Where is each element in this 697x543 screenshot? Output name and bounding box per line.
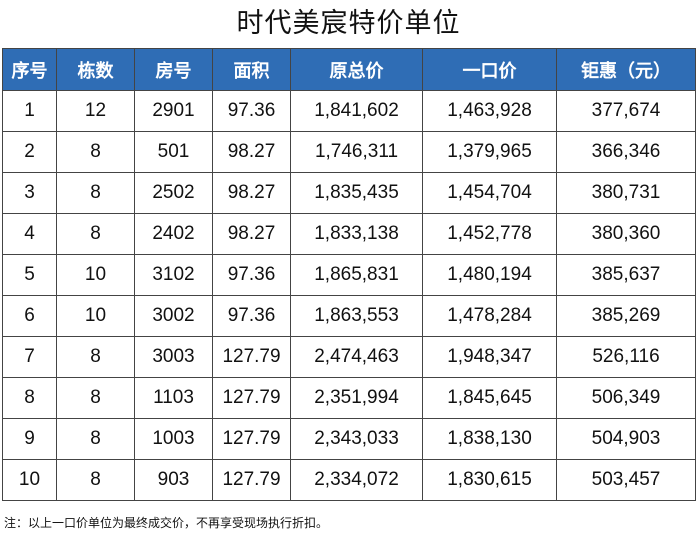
header-area: 面积 <box>212 48 291 91</box>
cell-building: 8 <box>56 336 135 378</box>
table-body: 1 12 2901 97.36 1,841,602 1,463,928 377,674 2 8 5… <box>2 90 696 501</box>
table-row: 5 10 3102 97.36 1,865,831 1,480,194 385,637 <box>2 254 696 296</box>
cell-area: 127.79 <box>212 459 291 501</box>
table-row: 6 10 3002 97.36 1,863,553 1,478,284 385,269 <box>2 295 696 337</box>
cell-discount: 504,903 <box>556 418 696 460</box>
cell-area: 98.27 <box>212 172 291 214</box>
cell-building: 8 <box>56 418 135 460</box>
cell-area: 98.27 <box>212 131 291 173</box>
cell-area: 97.36 <box>212 295 291 337</box>
header-room: 房号 <box>134 48 213 91</box>
cell-discount: 503,457 <box>556 459 696 501</box>
cell-index: 10 <box>2 459 57 501</box>
cell-fixed-price: 1,454,704 <box>422 172 557 214</box>
cell-index: 4 <box>2 213 57 255</box>
cell-building: 12 <box>56 90 135 132</box>
cell-discount: 377,674 <box>556 90 696 132</box>
cell-original-price: 1,746,311 <box>290 131 423 173</box>
cell-original-price: 1,841,602 <box>290 90 423 132</box>
table-row: 2 8 501 98.27 1,746,311 1,379,965 366,346 <box>2 131 696 173</box>
cell-building: 10 <box>56 254 135 296</box>
table-row: 3 8 2502 98.27 1,835,435 1,454,704 380,731 <box>2 172 696 214</box>
cell-index: 2 <box>2 131 57 173</box>
cell-room: 501 <box>134 131 213 173</box>
cell-area: 127.79 <box>212 418 291 460</box>
cell-original-price: 1,863,553 <box>290 295 423 337</box>
cell-room: 2901 <box>134 90 213 132</box>
cell-original-price: 2,474,463 <box>290 336 423 378</box>
special-units-table: 序号 栋数 房号 面积 原总价 一口价 钜惠（元） 1 12 2901 97.36 1,… <box>2 48 696 501</box>
cell-room: 3002 <box>134 295 213 337</box>
cell-fixed-price: 1,452,778 <box>422 213 557 255</box>
cell-room: 2402 <box>134 213 213 255</box>
header-index: 序号 <box>2 48 57 91</box>
cell-index: 1 <box>2 90 57 132</box>
cell-discount: 366,346 <box>556 131 696 173</box>
cell-fixed-price: 1,478,284 <box>422 295 557 337</box>
cell-discount: 385,637 <box>556 254 696 296</box>
footnote: 注：以上一口价单位为最终成交价，不再享受现场执行折扣。 <box>4 516 329 530</box>
header-discount: 钜惠（元） <box>556 48 696 91</box>
cell-area: 127.79 <box>212 336 291 378</box>
cell-area: 127.79 <box>212 377 291 419</box>
cell-index: 9 <box>2 418 57 460</box>
cell-fixed-price: 1,830,615 <box>422 459 557 501</box>
cell-building: 10 <box>56 295 135 337</box>
cell-index: 7 <box>2 336 57 378</box>
cell-fixed-price: 1,838,130 <box>422 418 557 460</box>
cell-building: 8 <box>56 459 135 501</box>
cell-fixed-price: 1,463,928 <box>422 90 557 132</box>
cell-area: 98.27 <box>212 213 291 255</box>
table-row: 9 8 1003 127.79 2,343,033 1,838,130 504,903 <box>2 418 696 460</box>
cell-fixed-price: 1,379,965 <box>422 131 557 173</box>
cell-original-price: 2,334,072 <box>290 459 423 501</box>
cell-building: 8 <box>56 213 135 255</box>
cell-original-price: 1,865,831 <box>290 254 423 296</box>
page-title: 时代美宸特价单位 <box>236 8 461 39</box>
table-row: 8 8 1103 127.79 2,351,994 1,845,645 506,349 <box>2 377 696 419</box>
cell-original-price: 2,343,033 <box>290 418 423 460</box>
header-building: 栋数 <box>56 48 135 91</box>
cell-building: 8 <box>56 172 135 214</box>
cell-discount: 526,116 <box>556 336 696 378</box>
header-original-price: 原总价 <box>290 48 423 91</box>
cell-building: 8 <box>56 131 135 173</box>
table-row: 7 8 3003 127.79 2,474,463 1,948,347 526,116 <box>2 336 696 378</box>
cell-discount: 385,269 <box>556 295 696 337</box>
table-row: 1 12 2901 97.36 1,841,602 1,463,928 377,674 <box>2 90 696 132</box>
cell-area: 97.36 <box>212 254 291 296</box>
cell-room: 3102 <box>134 254 213 296</box>
cell-fixed-price: 1,948,347 <box>422 336 557 378</box>
cell-index: 6 <box>2 295 57 337</box>
cell-original-price: 1,835,435 <box>290 172 423 214</box>
cell-index: 5 <box>2 254 57 296</box>
table-header-row: 序号 栋数 房号 面积 原总价 一口价 钜惠（元） <box>2 48 696 91</box>
cell-room: 1003 <box>134 418 213 460</box>
cell-building: 8 <box>56 377 135 419</box>
cell-original-price: 2,351,994 <box>290 377 423 419</box>
cell-discount: 380,731 <box>556 172 696 214</box>
cell-original-price: 1,833,138 <box>290 213 423 255</box>
cell-room: 1103 <box>134 377 213 419</box>
header-fixed-price: 一口价 <box>422 48 557 91</box>
cell-room: 903 <box>134 459 213 501</box>
cell-discount: 506,349 <box>556 377 696 419</box>
table-row: 10 8 903 127.79 2,334,072 1,830,615 503,457 <box>2 459 696 501</box>
cell-room: 2502 <box>134 172 213 214</box>
cell-index: 8 <box>2 377 57 419</box>
cell-fixed-price: 1,480,194 <box>422 254 557 296</box>
cell-area: 97.36 <box>212 90 291 132</box>
cell-index: 3 <box>2 172 57 214</box>
table-row: 4 8 2402 98.27 1,833,138 1,452,778 380,360 <box>2 213 696 255</box>
cell-fixed-price: 1,845,645 <box>422 377 557 419</box>
cell-room: 3003 <box>134 336 213 378</box>
cell-discount: 380,360 <box>556 213 696 255</box>
